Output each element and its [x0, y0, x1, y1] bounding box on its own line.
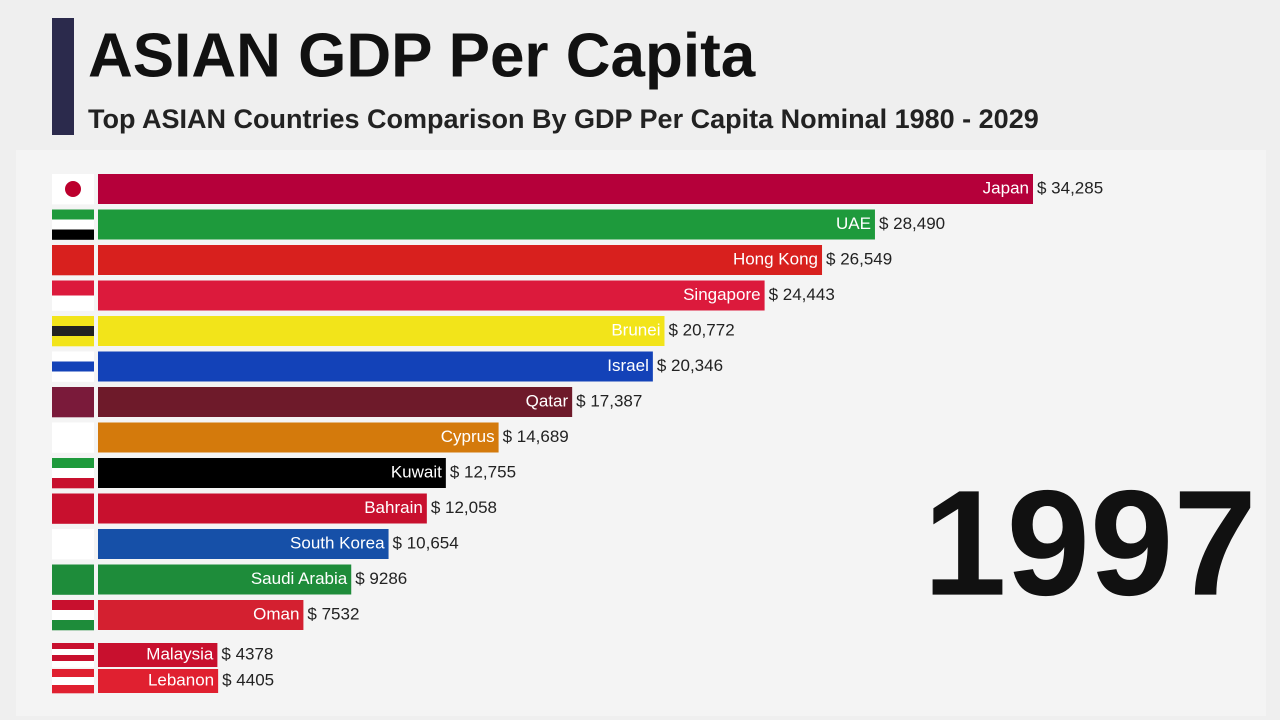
- value-label: $ 10,654: [393, 533, 459, 552]
- flag: [52, 677, 94, 686]
- flag: [52, 564, 94, 595]
- bar-name-label: Brunei: [611, 320, 660, 339]
- value-label: $ 4405: [222, 670, 274, 689]
- flag: [52, 620, 94, 631]
- value-label: $ 17,387: [576, 391, 642, 410]
- bar-name-label: Cyprus: [441, 427, 495, 446]
- flag: [52, 529, 94, 560]
- bar-name-label: Israel: [607, 356, 649, 375]
- flag: [52, 336, 94, 347]
- year-label: 1997: [923, 459, 1257, 627]
- flag: [52, 229, 94, 240]
- bar-name-label: South Korea: [290, 533, 385, 552]
- bar-name-label: Kuwait: [391, 462, 442, 481]
- chart-title: ASIAN GDP Per Capita: [88, 21, 756, 90]
- bar: [98, 316, 665, 346]
- value-label: $ 24,443: [769, 285, 835, 304]
- value-label: $ 12,058: [431, 498, 497, 517]
- value-label: $ 4378: [221, 644, 273, 663]
- value-label: $ 34,285: [1037, 178, 1103, 197]
- bar: [98, 669, 219, 693]
- value-label: $ 28,490: [879, 214, 945, 233]
- flag: [52, 387, 94, 418]
- bar-name-label: Hong Kong: [733, 249, 818, 268]
- bar: [98, 458, 446, 488]
- value-label: $ 9286: [355, 569, 407, 588]
- bar: [98, 493, 427, 524]
- flag: [52, 600, 94, 611]
- flag: [52, 685, 94, 694]
- bar-name-label: UAE: [836, 214, 871, 233]
- bar: [98, 174, 1033, 204]
- flag: [52, 649, 94, 656]
- bar: [98, 209, 875, 240]
- flag: [52, 326, 94, 337]
- flag: [52, 280, 94, 296]
- bar-name-label: Malaysia: [146, 644, 214, 663]
- bar: [98, 351, 653, 382]
- value-label: $ 20,346: [657, 356, 723, 375]
- bar-name-label: Lebanon: [148, 670, 214, 689]
- bar: [98, 245, 823, 275]
- flag: [52, 219, 94, 230]
- flag: [52, 669, 94, 678]
- bar: [98, 643, 218, 667]
- value-label: $ 7532: [307, 604, 359, 623]
- bar: [98, 564, 352, 595]
- bar: [98, 600, 304, 630]
- flag: [52, 661, 94, 668]
- flag: [52, 493, 94, 524]
- flag: [52, 655, 94, 662]
- bar: [98, 280, 765, 311]
- bar: [98, 529, 389, 559]
- chart-subtitle: Top ASIAN Countries Comparison By GDP Pe…: [88, 104, 1039, 134]
- bar: [98, 387, 573, 417]
- flag: [52, 643, 94, 650]
- value-label: $ 26,549: [826, 249, 892, 268]
- flag: [52, 422, 94, 453]
- flag: [52, 371, 94, 382]
- bar-name-label: Japan: [983, 178, 1029, 197]
- flag: [65, 181, 81, 197]
- flag: [52, 610, 94, 621]
- bar-name-label: Oman: [253, 604, 299, 623]
- bar-name-label: Qatar: [526, 391, 569, 410]
- bar-name-label: Bahrain: [364, 498, 423, 517]
- flag: [52, 209, 94, 220]
- flag: [52, 316, 94, 327]
- value-label: $ 20,772: [668, 320, 734, 339]
- flag: [52, 458, 94, 469]
- bar-name-label: Singapore: [683, 285, 761, 304]
- value-label: $ 12,755: [450, 462, 516, 481]
- value-label: $ 14,689: [503, 427, 569, 446]
- flag: [52, 245, 94, 276]
- flag: [52, 478, 94, 489]
- flag: [52, 468, 94, 479]
- flag: [52, 295, 94, 311]
- flag: [52, 361, 94, 372]
- flag: [52, 351, 94, 362]
- title-accent: [52, 18, 74, 135]
- bar-name-label: Saudi Arabia: [251, 569, 348, 588]
- bar: [98, 422, 499, 453]
